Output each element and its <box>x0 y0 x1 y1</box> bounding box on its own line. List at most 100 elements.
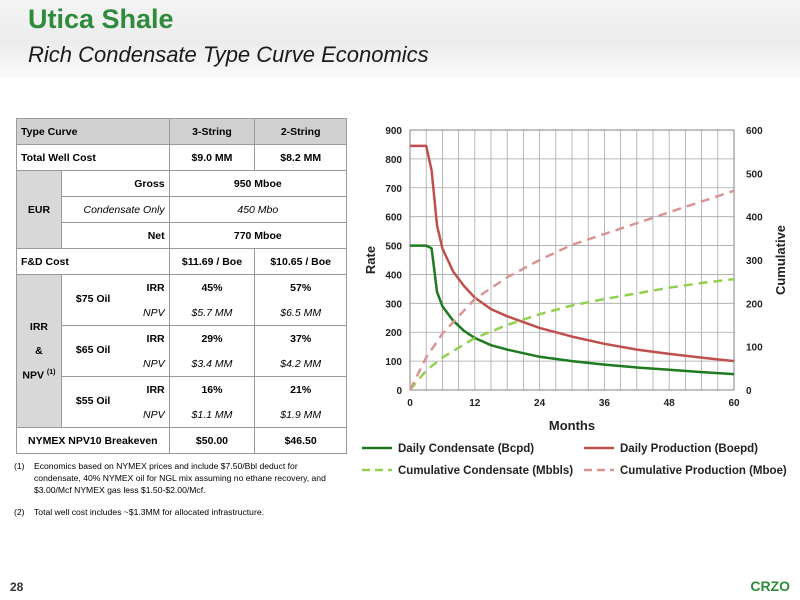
irr-npv-label-line1: IRR <box>29 320 48 333</box>
table-row: Net 770 Mboe <box>17 222 348 249</box>
breakeven-2-string: $46.50 <box>254 427 347 454</box>
oil-75-npv-3-string: $5.7 MM <box>168 300 256 326</box>
table-row: EUR Gross 950 Mboe <box>16 170 348 249</box>
oil-75-label: $75 Oil <box>75 293 111 305</box>
table-row: NPV $5.7 MM $6.5 MM <box>17 300 347 326</box>
y-right-tick-label: 300 <box>746 256 763 267</box>
footnote-2-text: Total well cost includes ~$1.3MM for all… <box>34 507 264 517</box>
y-left-tick-label: 0 <box>396 386 402 397</box>
irr-npv-label-line3: NPV <box>22 369 44 382</box>
oil-65-npv-label: NPV <box>60 351 170 377</box>
oil-75-irr-cell: $75 Oil IRR <box>60 274 170 305</box>
total-well-cost-3-string: $9.0 MM <box>168 144 256 171</box>
header-2-string: 2-String <box>254 118 347 145</box>
type-curve-chart: 0100200300400500600700800900010020030040… <box>362 126 788 477</box>
oil-65-label: $65 Oil <box>75 344 111 356</box>
breakeven-3-string: $50.00 <box>168 427 256 454</box>
oil-75-irr-label: IRR <box>146 281 165 294</box>
series-line-2 <box>410 144 735 363</box>
oil-55-npv-3-string: $1.1 MM <box>168 402 256 428</box>
series-line-3 <box>409 277 735 391</box>
page-number: 28 <box>10 580 24 594</box>
oil-65-irr-label: IRR <box>146 332 165 345</box>
breakeven-label: NYMEX NPV10 Breakeven <box>16 427 170 454</box>
y-right-axis-title: Cumulative <box>773 225 788 295</box>
footnote-1-text: Economics based on NYMEX prices and incl… <box>34 461 326 495</box>
oil-55-label: $55 Oil <box>75 395 111 407</box>
legend-label-4: Cumulative Production (Mboe) <box>620 465 787 477</box>
y-right-tick-label: 200 <box>746 299 763 310</box>
y-right-tick-label: 500 <box>746 169 763 180</box>
table-header-row: Type Curve 3-String 2-String <box>16 118 347 145</box>
oil-55-irr-3-string: 16% <box>168 376 256 402</box>
oil-65-irr-cell: $65 Oil IRR <box>60 325 170 356</box>
eur-label: EUR <box>16 170 62 249</box>
economics-table: Type Curve 3-String 2-String Total Well … <box>16 118 348 454</box>
header-3-string: 3-String <box>168 118 256 145</box>
oil-75-irr-2-string: 57% <box>254 274 347 300</box>
table-row: NYMEX NPV10 Breakeven $50.00 $46.50 <box>16 427 347 454</box>
total-well-cost-2-string: $8.2 MM <box>254 144 347 171</box>
fd-cost-label: F&D Cost <box>16 248 170 275</box>
x-tick-label: 60 <box>728 398 740 409</box>
legend-label-2: Daily Production (Boepd) <box>620 443 758 455</box>
x-tick-label: 24 <box>534 398 546 409</box>
header-type-curve: Type Curve <box>16 118 170 145</box>
y-right-tick-label: 400 <box>746 213 763 224</box>
table-row: Total Well Cost $9.0 MM $8.2 MM <box>16 144 347 171</box>
y-left-tick-label: 300 <box>385 299 402 310</box>
footnote-2-number: (2) <box>14 507 25 517</box>
footnote-2: (2) Total well cost includes ~$1.3MM for… <box>14 506 344 518</box>
y-left-tick-label: 100 <box>385 357 402 368</box>
total-well-cost-label: Total Well Cost <box>16 144 170 171</box>
y-right-tick-label: 0 <box>746 386 752 397</box>
footnote-1-number: (1) <box>14 461 25 471</box>
table-row: F&D Cost $11.69 / Boe $10.65 / Boe <box>16 248 347 275</box>
oil-55-irr-cell: $55 Oil IRR <box>60 376 170 407</box>
y-right-tick-label: 600 <box>746 126 763 137</box>
ticker-logo: CRZO <box>750 578 790 594</box>
x-tick-label: 48 <box>664 398 676 409</box>
table-row: NPV $3.4 MM $4.2 MM <box>17 351 347 377</box>
irr-npv-footnote-ref: (1) <box>46 368 56 376</box>
x-axis-title: Months <box>549 418 595 433</box>
eur-condensate-value: 450 Mbo <box>168 196 348 223</box>
oil-75-npv-label: NPV <box>60 300 170 326</box>
y-left-tick-label: 900 <box>385 126 402 137</box>
table-row: $55 Oil IRR 16% 21% <box>17 376 347 407</box>
oil-65-npv-2-string: $4.2 MM <box>254 351 347 377</box>
oil-55-irr-label: IRR <box>146 383 165 396</box>
series-line-1 <box>410 244 735 376</box>
legend-label-1: Daily Condensate (Bcpd) <box>398 443 534 455</box>
eur-net-label: Net <box>60 222 170 249</box>
page-subtitle: Rich Condensate Type Curve Economics <box>28 42 429 67</box>
table-row: IRR & NPV (1) $75 Oil IRR 45% 57% <box>16 274 347 428</box>
oil-55-npv-2-string: $1.9 MM <box>254 402 347 428</box>
eur-gross-value: 950 Mboe <box>168 170 348 197</box>
x-tick-label: 0 <box>407 398 413 409</box>
eur-net-value: 770 Mboe <box>168 222 348 249</box>
y-left-axis-title: Rate <box>363 246 378 274</box>
fd-cost-2-string: $10.65 / Boe <box>254 248 347 275</box>
y-left-tick-label: 800 <box>385 155 402 166</box>
x-tick-label: 36 <box>599 398 611 409</box>
y-left-tick-label: 600 <box>385 213 402 224</box>
legend-label-3: Cumulative Condensate (Mbbls) <box>398 465 573 477</box>
y-left-tick-label: 400 <box>385 270 402 281</box>
eur-gross-label: Gross <box>60 170 170 197</box>
oil-65-npv-3-string: $3.4 MM <box>168 351 256 377</box>
y-left-tick-label: 700 <box>385 184 402 195</box>
irr-npv-label-line2: & <box>35 344 43 357</box>
table-row: $65 Oil IRR 29% 37% <box>17 325 347 356</box>
series-line-4 <box>408 189 735 391</box>
eur-condensate-label: Condensate Only <box>60 196 170 223</box>
y-left-tick-label: 500 <box>385 242 402 253</box>
oil-75-irr-3-string: 45% <box>168 274 256 300</box>
footnote-1: (1) Economics based on NYMEX prices and … <box>14 460 344 496</box>
page-title: Utica Shale <box>28 4 174 34</box>
x-tick-label: 12 <box>469 398 481 409</box>
oil-55-irr-2-string: 21% <box>254 376 347 402</box>
y-right-tick-label: 100 <box>746 343 763 354</box>
oil-65-irr-2-string: 37% <box>254 325 347 351</box>
fd-cost-3-string: $11.69 / Boe <box>168 248 256 275</box>
